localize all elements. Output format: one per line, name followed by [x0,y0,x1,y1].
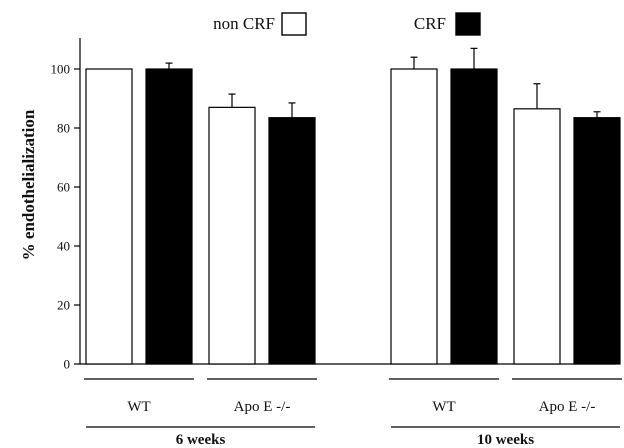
group-label: Apo E -/- [234,399,291,415]
y-tick-label: 0 [64,357,71,372]
legend-label: non CRF [213,14,275,33]
bar-crf [145,68,193,365]
group-label: WT [127,399,150,415]
bars [85,47,621,365]
bar-non-crf [390,68,438,365]
bar-non-crf [85,68,133,365]
bar-crf [573,117,621,365]
period-label: 6 weeks [176,432,226,448]
legend-swatch [455,12,481,36]
group-label: Apo E -/- [539,399,596,415]
y-axis-label: % endothelialization [19,109,38,260]
bar-crf [450,68,498,365]
y-tick-label: 20 [57,298,70,313]
bar-non-crf [513,108,561,365]
y-tick-label: 60 [57,180,70,195]
y-tick-label: 80 [57,121,70,136]
group-label: WT [432,399,455,415]
legend-label: CRF [414,14,446,33]
y-tick-label: 100 [51,62,71,77]
legend: non CRF CRF [213,12,481,36]
bar-non-crf [208,106,256,365]
y-ticks: 0 20 40 60 80 100 [51,62,80,372]
legend-swatch [281,12,307,36]
y-tick-label: 40 [57,239,70,254]
period-label: 10 weeks [477,432,534,448]
x-labels: WT Apo E -/- 6 weeks WT Apo E -/- 10 weeks [84,378,622,448]
bar-crf [268,117,316,365]
